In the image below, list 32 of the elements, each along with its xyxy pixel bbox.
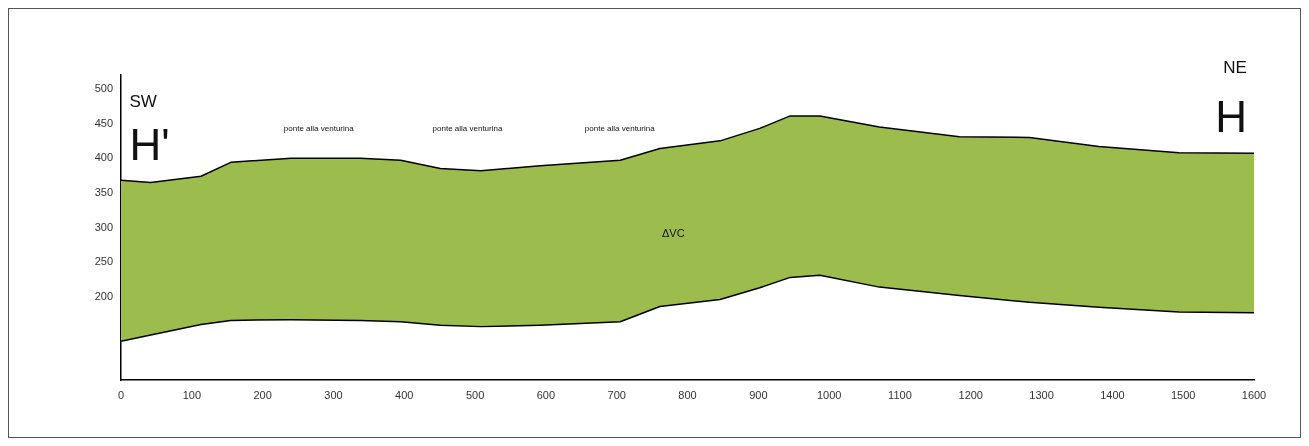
x-tick-label: 1300 <box>1029 388 1054 401</box>
x-tick-label: 100 <box>182 388 201 401</box>
y-tick-label: 500 <box>94 81 113 94</box>
x-tick-label: 500 <box>465 388 485 401</box>
x-tick-label: 300 <box>324 388 343 401</box>
y-tick-label: 350 <box>94 185 113 198</box>
annotation: ponte alla venturina <box>283 124 355 134</box>
x-tick-label: 200 <box>253 388 272 401</box>
x-tick-label: 1000 <box>816 388 842 401</box>
x-tick-label: 1600 <box>1241 388 1267 401</box>
annotation: NE <box>1223 57 1247 77</box>
x-tick-label: 1100 <box>888 388 912 401</box>
x-tick-label: 0 <box>117 388 125 401</box>
x-tick-label: 600 <box>536 388 556 401</box>
annotation: ΔVC <box>662 227 685 240</box>
y-tick-label: 450 <box>94 116 113 129</box>
y-tick-label: 300 <box>94 220 113 233</box>
annotation: ponte alla venturina <box>432 124 503 134</box>
y-tick-label: 250 <box>94 255 113 268</box>
x-tick-label: 1200 <box>958 388 983 401</box>
annotation: SW <box>129 92 157 112</box>
x-tick-label: 900 <box>749 388 768 401</box>
y-tick-label: 400 <box>94 151 113 164</box>
x-tick-label: 800 <box>678 388 697 401</box>
annotation: ponte alla venturina <box>584 124 656 134</box>
y-tick-label: 200 <box>94 289 113 302</box>
x-tick-label: 400 <box>395 388 414 401</box>
x-tick-label: 700 <box>607 388 626 401</box>
x-tick-label: 1400 <box>1100 388 1125 401</box>
annotation: H <box>1215 92 1247 142</box>
x-tick-label: 1500 <box>1170 388 1196 401</box>
annotation: H' <box>129 119 170 169</box>
